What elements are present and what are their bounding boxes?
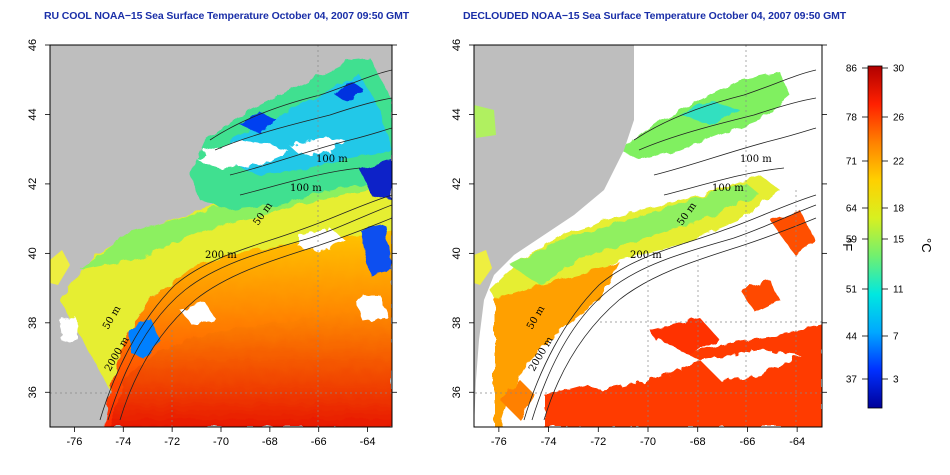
svg-text:200 m: 200 m — [630, 250, 662, 261]
colorbar-c-label: 15 — [893, 235, 905, 246]
x-tick-label: -64 — [360, 436, 376, 448]
x-tick-label: -74 — [115, 436, 131, 448]
colorbar: 86 30 78 26 71 22 64 18 59 15 51 11 44 7 37 3 °F °C — [840, 64, 934, 409]
svg-text:100 m: 100 m — [712, 183, 744, 194]
y-tick-label: 38 — [451, 317, 463, 329]
y-tick-label: 40 — [27, 247, 39, 259]
colorbar-f-label: 37 — [846, 375, 858, 386]
x-tick-label: -68 — [262, 436, 278, 448]
y-tick-label: 42 — [27, 178, 39, 190]
colorbar-scale — [867, 65, 883, 409]
colorbar-f-label: 78 — [846, 113, 858, 124]
x-tick-label: -74 — [541, 436, 557, 448]
colorbar-f-label: 71 — [846, 157, 858, 168]
cloud-gaps — [560, 140, 800, 390]
panel-title-declouded: DECLOUDED NOAA−15 Sea Surface Temperatur… — [463, 10, 847, 22]
unit-celsius-label: °C — [919, 238, 934, 253]
us-coast-land — [50, 45, 210, 427]
axes-declouded: -76 -74 -72 -70 -68 -66 -64 36 38 40 42 44 46 — [451, 39, 827, 448]
colorbar-c-label: 30 — [893, 64, 905, 75]
y-tick-label: 40 — [451, 247, 463, 259]
colorbar-c-label: 11 — [893, 285, 904, 296]
nova-scotia-fragment — [474, 105, 496, 138]
svg-text:100 m: 100 m — [316, 154, 348, 165]
x-tick-label: -72 — [590, 436, 606, 448]
colorbar-f-label: 44 — [846, 332, 858, 343]
lat-lon-grid — [50, 45, 392, 427]
x-tick-label: -72 — [164, 436, 180, 448]
colorbar-c-label: 3 — [893, 375, 899, 386]
y-tick-label: 42 — [451, 178, 463, 190]
map-panel-declouded: 100 m 100 m 50 m 200 m 50 m 2000 m — [474, 45, 822, 427]
y-tick-label: 36 — [27, 386, 39, 398]
x-tick-label: -70 — [213, 436, 229, 448]
x-tick-label: -70 — [640, 436, 656, 448]
panel-title-raw: RU COOL NOAA−15 Sea Surface Temperature … — [44, 10, 410, 22]
y-tick-label: 36 — [451, 386, 463, 398]
colorbar-ticks: 86 30 78 26 71 22 64 18 59 15 51 11 44 7 37 3 — [846, 64, 905, 386]
colorbar-f-label: 86 — [846, 64, 858, 75]
x-tick-label: -68 — [690, 436, 706, 448]
x-tick-label: -66 — [739, 436, 755, 448]
colorbar-c-label: 7 — [893, 332, 899, 343]
x-tick-label: -66 — [311, 436, 327, 448]
colorbar-c-label: 26 — [893, 113, 905, 124]
y-tick-label: 46 — [451, 39, 463, 51]
colorbar-f-label: 64 — [846, 204, 858, 215]
colorbar-f-label: 51 — [846, 285, 858, 296]
x-tick-label: -76 — [491, 436, 507, 448]
y-tick-label: 44 — [27, 108, 39, 120]
coastal-bay — [474, 250, 492, 285]
bathymetry-contours — [99, 69, 392, 421]
lat-lon-grid — [474, 45, 822, 427]
axes-raw: -76 -74 -72 -70 -68 -66 -64 36 38 40 42 44 46 — [27, 39, 397, 448]
svg-text:100 m: 100 m — [290, 183, 322, 194]
colorbar-c-label: 22 — [893, 157, 905, 168]
y-tick-label: 44 — [451, 108, 463, 120]
svg-text:200 m: 200 m — [205, 250, 237, 261]
svg-text:100 m: 100 m — [740, 154, 772, 165]
unit-fahrenheit-label: °F — [840, 238, 855, 251]
us-coast-land — [474, 45, 634, 427]
x-tick-label: -76 — [66, 436, 82, 448]
map-panel-raw: 100 m 100 m 50 m 200 m 50 m 2000 m — [50, 45, 392, 427]
colorbar-c-label: 18 — [893, 204, 905, 215]
coastal-bay — [50, 250, 70, 285]
colorbar-f-label: 59 — [846, 235, 858, 246]
y-tick-label: 46 — [27, 39, 39, 51]
bathymetry-contours — [523, 69, 817, 421]
x-tick-label: -64 — [789, 436, 805, 448]
y-tick-label: 38 — [27, 317, 39, 329]
